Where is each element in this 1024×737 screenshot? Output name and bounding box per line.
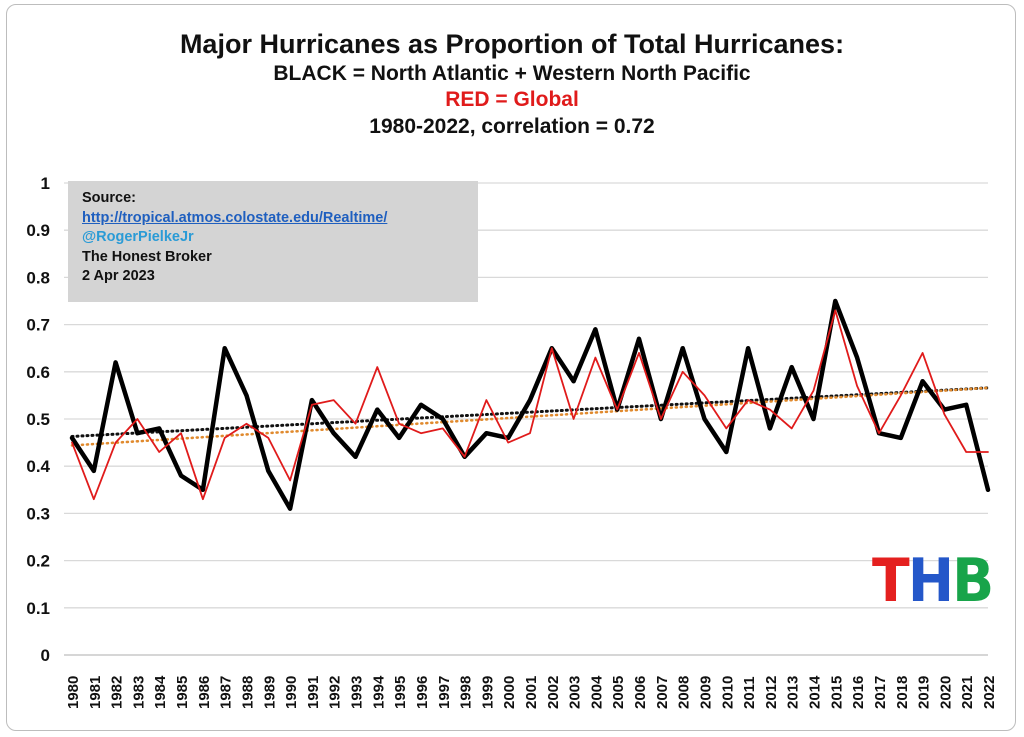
x-tick-label: 1991 [305,676,322,709]
x-axis-ticks: 1980 1981 1982 1983 1984 1985 1986 1987 1988 1989… [65,675,998,709]
x-tick-label: 2001 [523,676,540,709]
x-tick-label: 1982 [109,676,126,709]
x-tick-label: 1993 [349,676,366,709]
chart-frame [6,4,1016,731]
x-tick-label: 2018 [894,676,911,709]
x-tick-label: 2010 [719,676,736,709]
x-tick-label: 1996 [414,676,431,709]
y-tick-label: 0.8 [26,268,50,287]
trendlines [70,386,990,447]
x-tick-label: 2015 [828,676,845,709]
y-tick-label: 1 [41,174,50,193]
x-tick-label: 2016 [850,676,867,709]
y-tick-label: 0.4 [26,457,50,476]
x-tick-label: 1981 [87,676,104,709]
source-link[interactable]: http://tropical.atmos.colostate.edu/Real… [82,209,388,226]
x-tick-label: 1995 [392,676,409,709]
publish-date: 2 Apr 2023 [82,268,155,284]
y-axis-ticks: 0 0.1 0.2 0.3 0.4 0.5 0.6 0.7 0.8 0.9 1 [26,174,50,665]
y-tick-label: 0.9 [26,221,50,240]
chart-title: Major Hurricanes as Proportion of Total … [179,29,845,59]
x-tick-label: 2006 [632,676,649,709]
x-tick-label: 1983 [130,676,147,709]
red-series-line [71,309,989,501]
x-tick-label: 1988 [239,676,256,709]
x-tick-label: 1980 [65,676,82,709]
logo-letter-t: T [872,546,910,616]
x-tick-label: 2020 [937,676,954,709]
x-tick-label: 2021 [959,676,976,709]
x-tick-label: 1987 [218,676,235,709]
black-trendline [70,386,990,438]
chart-titles: Major Hurricanes as Proportion of Total … [0,28,1024,141]
x-tick-label: 2007 [654,676,671,709]
y-tick-label: 0.1 [26,599,50,618]
x-tick-label: 2017 [872,676,889,709]
logo-letter-b: B [952,546,994,616]
y-tick-label: 0.7 [26,316,50,335]
x-tick-label: 2014 [807,675,824,709]
red-trendline [70,386,990,447]
x-tick-label: 2012 [763,676,780,709]
source-label: Source: [82,190,136,206]
y-tick-label: 0.2 [26,552,50,571]
x-tick-label: 2022 [981,676,998,709]
x-tick-label: 1985 [174,676,191,709]
x-tick-label: 2013 [785,676,802,709]
publisher-name: The Honest Broker [82,248,212,265]
x-tick-label: 2002 [545,676,562,709]
black-series-line [69,298,991,511]
x-tick-label: 2004 [588,675,605,709]
x-tick-label: 2011 [741,676,758,709]
series-lines [69,298,991,511]
x-tick-label: 2008 [676,676,693,709]
y-tick-label: 0.3 [26,504,50,523]
x-tick-label: 1994 [370,675,387,709]
x-tick-label: 1989 [261,676,278,709]
chart-subtitle-black: BLACK = North Atlantic + Western North P… [273,62,751,85]
y-tick-label: 0.6 [26,363,50,382]
x-tick-label: 1990 [283,676,300,709]
logo-letter-h: H [907,546,954,616]
x-tick-label: 1992 [327,676,344,709]
thb-logo: THB [872,546,994,616]
y-tick-label: 0.5 [26,410,50,429]
author-handle[interactable]: @RogerPielkeJr [82,229,194,245]
x-tick-label: 1999 [479,676,496,709]
x-tick-label: 1998 [458,676,475,709]
x-tick-label: 1986 [196,676,213,709]
chart-subtitle-period: 1980-2022, correlation = 0.72 [369,115,655,138]
x-tick-label: 1997 [436,676,453,709]
x-tick-label: 2009 [697,676,714,709]
x-tick-label: 2019 [916,676,933,709]
x-tick-label: 2005 [610,676,627,709]
x-tick-label: 2000 [501,676,518,709]
y-tick-label: 0 [41,646,50,665]
source-box: Source: http://tropical.atmos.colostate.… [68,181,478,302]
x-tick-label: 2003 [567,676,584,709]
chart-subtitle-red: RED = Global [445,88,579,111]
x-tick-label: 1984 [152,675,169,709]
